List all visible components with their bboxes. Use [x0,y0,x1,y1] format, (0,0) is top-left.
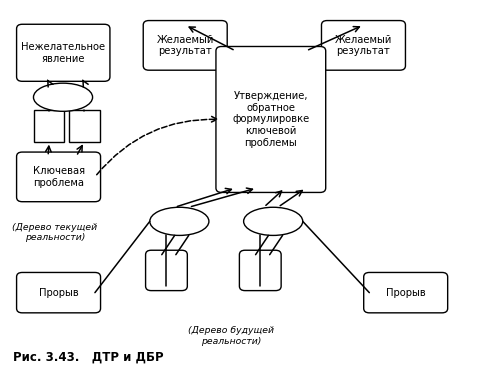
Ellipse shape [34,83,93,111]
FancyBboxPatch shape [143,21,227,70]
FancyBboxPatch shape [17,24,110,81]
Text: Желаемый
результат: Желаемый результат [156,35,214,56]
FancyBboxPatch shape [145,250,187,291]
FancyBboxPatch shape [216,47,326,193]
Text: (Дерево будущей
реальности): (Дерево будущей реальности) [188,326,274,346]
Ellipse shape [150,207,209,235]
Text: Утверждение,
обратное
формулировке
ключевой
проблемы: Утверждение, обратное формулировке ключе… [232,91,310,148]
Text: Рис. 3.43.   ДТР и ДБР: Рис. 3.43. ДТР и ДБР [13,351,164,364]
Ellipse shape [244,207,303,235]
FancyBboxPatch shape [322,21,406,70]
FancyBboxPatch shape [17,273,100,313]
FancyBboxPatch shape [364,273,448,313]
FancyBboxPatch shape [34,110,64,142]
FancyBboxPatch shape [240,250,281,291]
Text: (Дерево текущей
реальности): (Дерево текущей реальности) [12,223,97,242]
Text: Прорыв: Прорыв [39,288,78,298]
Text: Ключевая
проблема: Ключевая проблема [33,166,84,188]
FancyBboxPatch shape [69,110,100,142]
FancyBboxPatch shape [17,152,100,202]
Text: Нежелательное
явление: Нежелательное явление [21,42,105,64]
Text: Прорыв: Прорыв [386,288,426,298]
Text: Желаемый
результат: Желаемый результат [335,35,392,56]
